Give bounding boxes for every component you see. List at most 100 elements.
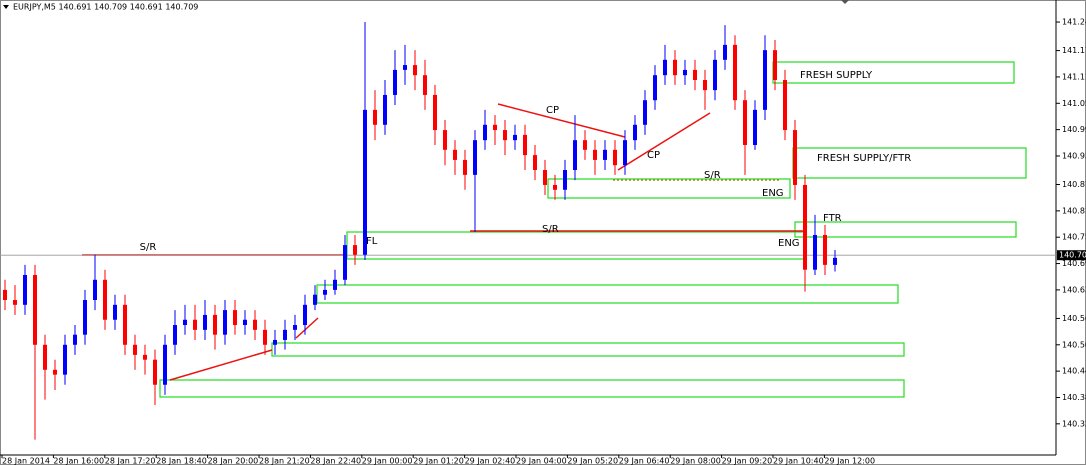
y-tick-label: 141.115 — [1062, 72, 1086, 81]
current-price-box — [1057, 250, 1086, 261]
candle-body — [763, 50, 767, 110]
candle-body — [273, 339, 277, 345]
candle-body — [33, 274, 37, 345]
y-tick-label: 140.630 — [1062, 285, 1086, 294]
candle-body — [663, 59, 667, 76]
trend-line — [169, 349, 273, 381]
candle-body — [123, 304, 127, 345]
symbol-menu-icon[interactable] — [3, 5, 9, 9]
candle-body — [283, 329, 287, 340]
annotation: S/R — [704, 170, 721, 181]
candle-body — [423, 75, 427, 95]
current-price-label: 140.709 — [1059, 251, 1086, 260]
annotation: CP — [647, 150, 660, 161]
annotation: S/R — [542, 224, 559, 235]
candle-body — [583, 140, 587, 150]
candle-body — [543, 170, 547, 185]
zone — [159, 379, 905, 398]
candle-body — [413, 65, 417, 76]
candle-body — [323, 289, 327, 295]
chart-title: EURJPY,M5 140.691 140.709 140.691 140.70… — [13, 3, 198, 12]
x-tick-label: 28 Jan 16:00 — [53, 457, 104, 465]
candle-body — [793, 130, 797, 185]
candle-body — [693, 69, 697, 81]
y-tick-label: 140.750 — [1062, 233, 1086, 242]
candle-body — [493, 124, 497, 131]
annotation: FTR — [823, 213, 842, 224]
y-tick-label: 140.385 — [1062, 393, 1086, 402]
candle-body — [533, 155, 537, 171]
candle-body — [63, 344, 67, 375]
candle-body — [43, 344, 47, 370]
candle-body — [183, 319, 187, 326]
candle-body — [103, 279, 107, 320]
candle-body — [263, 329, 267, 345]
candle-body — [383, 94, 387, 125]
x-tick-label: 29 Jan 08:00 — [670, 457, 721, 465]
candle-body — [483, 124, 487, 141]
trend-line — [295, 317, 319, 339]
candle-body — [93, 279, 97, 300]
candle-body — [193, 319, 197, 330]
candle-body — [373, 109, 377, 125]
shift-marker — [841, 0, 849, 4]
candle-body — [313, 294, 317, 305]
zone — [316, 284, 899, 304]
annotation: ENG — [778, 238, 800, 249]
candle-body — [823, 235, 827, 265]
annotation: FRESH SUPPLY — [800, 70, 873, 81]
zone — [794, 221, 1017, 238]
candle-body — [673, 59, 677, 76]
candle-body — [653, 75, 657, 101]
candle-body — [53, 369, 57, 375]
candle-body — [333, 279, 337, 290]
candle-body — [573, 140, 577, 171]
candle-body — [133, 344, 137, 355]
x-tick-label: 29 Jan 10:40 — [773, 457, 824, 465]
x-tick-label: 28 Jan 22:40 — [310, 457, 361, 465]
x-tick-label: 28 Jan 20:00 — [208, 457, 259, 465]
candle-body — [353, 245, 357, 255]
candle-body — [303, 304, 307, 326]
annotation: S/R — [140, 242, 157, 253]
trend-line — [497, 103, 626, 138]
candle-body — [433, 94, 437, 131]
y-tick-label: 140.565 — [1062, 314, 1086, 323]
candle-body — [113, 304, 117, 320]
x-tick-label: 29 Jan 04:00 — [516, 457, 567, 465]
candle-body — [403, 65, 407, 70]
candle-body — [143, 354, 147, 360]
candle-body — [723, 44, 727, 60]
candle-body — [813, 235, 817, 270]
candle-body — [343, 245, 347, 280]
x-tick-label: 28 Jan 18:40 — [156, 457, 207, 465]
x-tick-label: 29 Jan 00:00 — [362, 457, 413, 465]
candle-body — [783, 80, 787, 131]
candles — [3, 22, 837, 440]
candle-body — [13, 299, 17, 305]
candle-body — [633, 124, 637, 141]
candle-body — [203, 314, 207, 330]
candle-body — [803, 184, 807, 270]
candle-body — [773, 50, 777, 81]
candle-body — [513, 134, 517, 141]
x-tick-label: 29 Jan 02:40 — [465, 457, 516, 465]
x-tick-label: 28 Jan 2014 — [2, 457, 50, 465]
candle-body — [713, 59, 717, 91]
candle-body — [293, 325, 297, 330]
x-tick-label: 29 Jan 12:00 — [824, 457, 875, 465]
annotation: CP — [546, 105, 559, 116]
candle-body — [613, 149, 617, 166]
zone — [271, 342, 905, 357]
x-tick-label: 29 Jan 09:20 — [722, 457, 773, 465]
candle-body — [3, 289, 7, 300]
candle-body — [83, 299, 87, 335]
candle-body — [473, 140, 477, 175]
trend-line — [617, 112, 711, 171]
candle-body — [733, 44, 737, 101]
x-tick-label: 29 Jan 05:20 — [567, 457, 618, 465]
candle-body — [73, 334, 77, 345]
candle-body — [523, 134, 527, 156]
annotation: FL — [366, 236, 378, 247]
